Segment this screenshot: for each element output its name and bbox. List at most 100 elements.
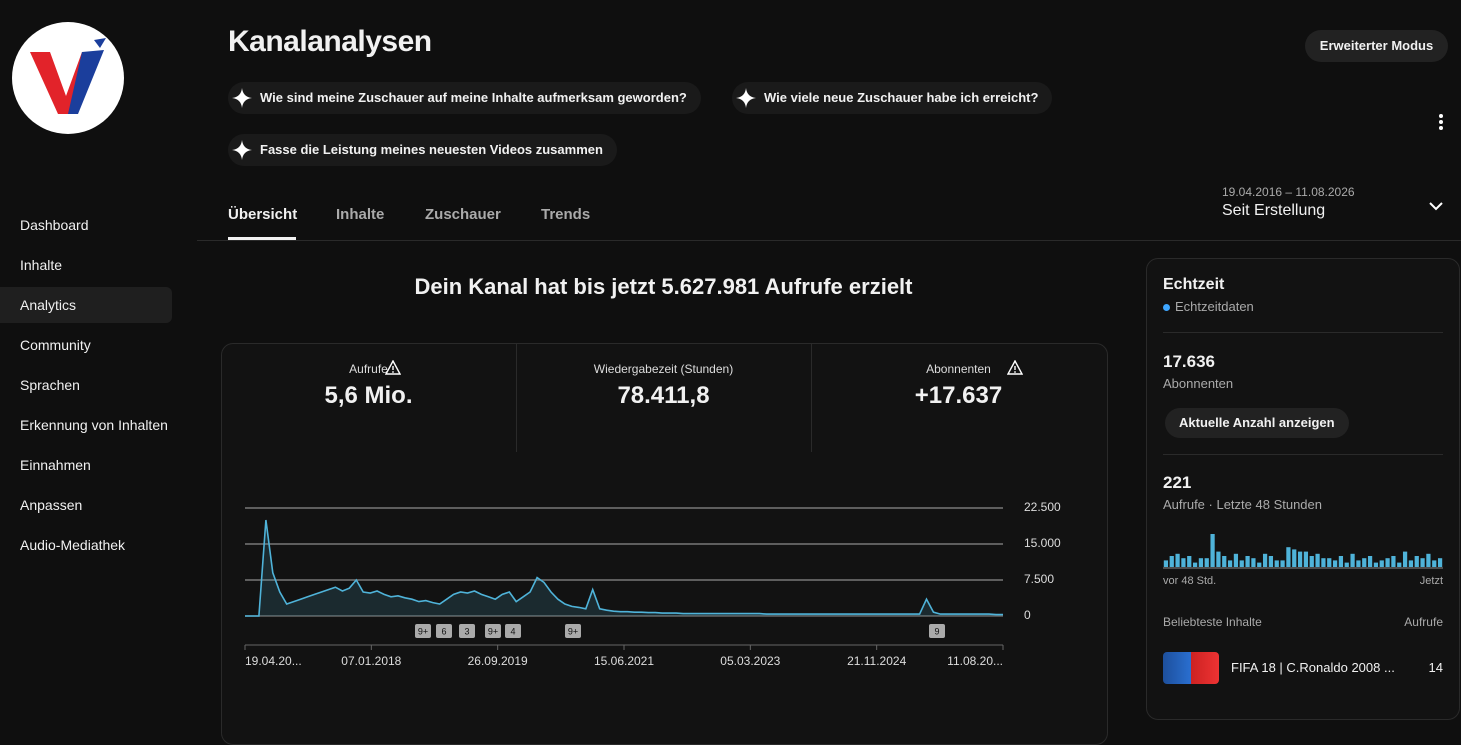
nav-item[interactable]: Community <box>20 337 91 353</box>
separator <box>197 240 1461 241</box>
separator <box>1163 454 1443 455</box>
nav-item[interactable]: Erkennung von Inhalten <box>20 417 168 433</box>
annotation-marker <box>565 624 581 638</box>
bar <box>1239 560 1244 567</box>
bar <box>1385 558 1390 567</box>
bar <box>1280 560 1285 567</box>
prompt-text: Wie viele neue Zuschauer habe ich erreic… <box>764 90 1039 105</box>
subscriber-label: Abonnenten <box>1163 376 1234 391</box>
views-label: Aufrufe · Letzte 48 Stunden <box>1163 497 1322 512</box>
bar <box>1227 560 1233 567</box>
nav-item[interactable]: Analytics <box>20 297 77 313</box>
metric-divider <box>811 344 812 452</box>
tab[interactable]: Zuschauer <box>425 206 501 223</box>
y-tick-label: 0 <box>1024 608 1031 622</box>
bar <box>1175 553 1180 567</box>
bar <box>1367 556 1373 567</box>
metric-value: 78.411,8 <box>617 382 710 409</box>
bar <box>1268 556 1274 567</box>
tab[interactable]: Inhalte <box>336 206 385 223</box>
annotation-marker <box>929 624 945 638</box>
nav-item[interactable]: Sprachen <box>20 377 80 393</box>
dropdown-chevron[interactable] <box>1426 196 1446 216</box>
bar <box>1251 558 1256 567</box>
advanced-mode-button[interactable]: Erweiterter Modus <box>1305 30 1448 62</box>
bar <box>1379 560 1384 567</box>
separator <box>1163 332 1443 333</box>
annotation-label: 9+ <box>488 626 498 636</box>
bar <box>1402 551 1408 567</box>
y-tick-label: 7.500 <box>1024 572 1054 586</box>
bar <box>1286 547 1291 567</box>
nav-item[interactable]: Einnahmen <box>20 457 91 473</box>
nav-highlight <box>0 287 172 323</box>
bar <box>1350 553 1355 567</box>
bar <box>1163 560 1169 567</box>
bar <box>1222 556 1227 567</box>
bar <box>1315 553 1320 567</box>
top-item-views: 14 <box>1428 660 1443 675</box>
prompt-chip[interactable]: Fasse die Leistung meines neuesten Video… <box>228 134 617 166</box>
thumbnail[interactable] <box>1163 652 1219 684</box>
bar <box>1356 560 1361 567</box>
nav-item[interactable]: Inhalte <box>20 257 63 273</box>
bar <box>1391 556 1396 567</box>
metric-label: Wiedergabezeit (Stunden) <box>593 362 734 376</box>
annotation-label: 4 <box>510 626 515 636</box>
bar <box>1414 556 1419 567</box>
date-range-label[interactable]: Seit Erstellung <box>1222 202 1326 219</box>
bar <box>1344 562 1349 567</box>
annotation-label: 9+ <box>418 626 428 636</box>
annotation-marker <box>436 624 452 638</box>
nav-item[interactable]: Dashboard <box>20 217 89 233</box>
x-tick-label: 05.03.2023 <box>720 654 780 668</box>
tab[interactable]: Übersicht <box>228 206 298 223</box>
bar <box>1274 560 1279 567</box>
x-tick-label: 26.09.2019 <box>468 654 528 668</box>
bar <box>1181 558 1186 567</box>
nav-item[interactable]: Audio-Mediathek <box>20 537 126 553</box>
page-title: Kanalanalysen <box>228 25 432 58</box>
prompt-chip[interactable]: Wie sind meine Zuschauer auf meine Inhal… <box>228 82 701 114</box>
line <box>245 519 1003 617</box>
headline: Dein Kanal hat bis jetzt 5.627.981 Aufru… <box>414 274 913 299</box>
annotation-label: 6 <box>441 626 446 636</box>
bar <box>1437 558 1443 567</box>
live-dot <box>1163 304 1170 311</box>
channel-logo[interactable] <box>12 22 124 134</box>
sparkle-icon <box>736 88 756 108</box>
x-tick-label: 21.11.2024 <box>847 654 906 668</box>
x-tick-label: 07.01.2018 <box>341 654 401 668</box>
bar <box>1233 553 1239 567</box>
more-menu[interactable] <box>1432 112 1452 134</box>
realtime-card <box>1146 258 1460 720</box>
bar <box>1245 556 1250 567</box>
bar <box>1338 556 1344 567</box>
bar <box>1303 551 1309 567</box>
metric-label: Abonnenten <box>926 362 991 376</box>
top-item-title[interactable]: FIFA 18 | C.Ronaldo 2008 ... <box>1231 660 1395 675</box>
x-tick-label: 11.08.20... <box>947 654 1003 668</box>
annotation-marker <box>485 624 501 638</box>
bar <box>1257 562 1262 567</box>
metric-value: +17.637 <box>914 382 1003 409</box>
metric-label: Aufrufe <box>349 362 388 376</box>
bar <box>1309 556 1314 567</box>
warning-glyph <box>1006 359 1024 375</box>
nav-item[interactable]: Anpassen <box>20 497 83 513</box>
prompt-chip[interactable]: Wie viele neue Zuschauer habe ich erreic… <box>732 82 1053 114</box>
bar <box>1327 558 1332 567</box>
page: Dashboard Inhalte Analytics Community Sprach… <box>0 22 1461 745</box>
sparkle-icon <box>232 88 252 108</box>
area <box>245 520 1003 616</box>
tab[interactable]: Trends <box>541 206 591 223</box>
views-chart: 0 7.500 15.000 22.500 9+ 6 3 9+ 4 9+ 9 19.04.20... 0… <box>244 500 1061 668</box>
realtime-chart <box>1163 534 1443 569</box>
start-label: vor 48 Std. <box>1163 575 1217 587</box>
bar <box>1169 556 1174 567</box>
sparkle-icon <box>232 140 252 160</box>
realtime-title: Echtzeit <box>1163 276 1225 293</box>
show-count-button[interactable]: Aktuelle Anzahl anzeigen <box>1165 408 1349 438</box>
y-tick-label: 22.500 <box>1024 500 1061 514</box>
date-range: 19.04.2016 – 11.08.2026 <box>1222 185 1355 199</box>
